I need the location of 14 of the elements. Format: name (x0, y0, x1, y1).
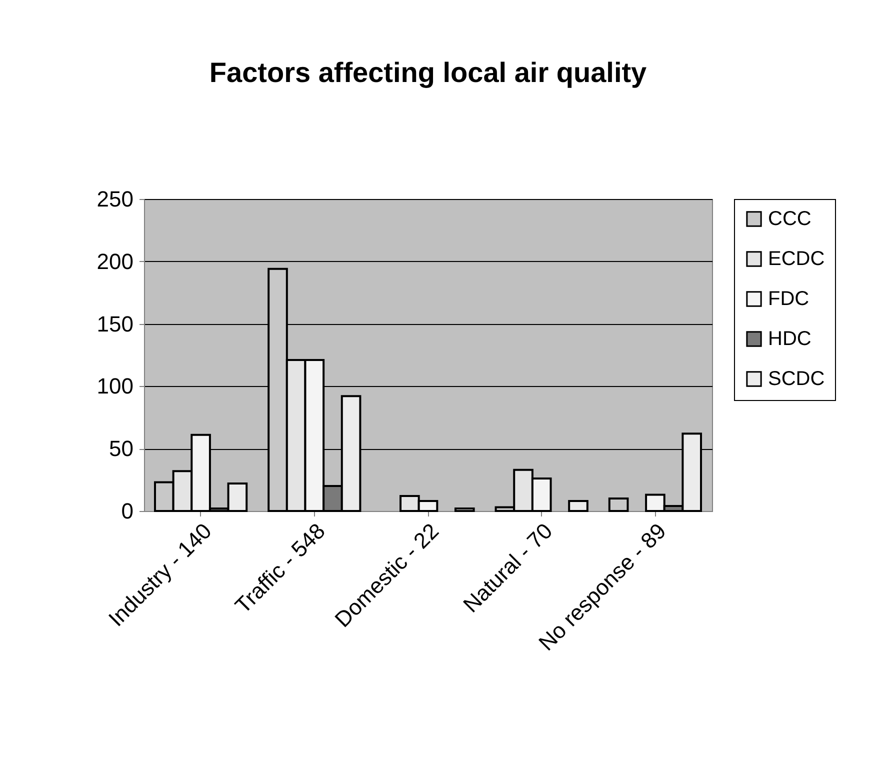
y-tick-label: 100 (96, 374, 134, 399)
bar (568, 500, 588, 512)
y-tick-label: 200 (96, 248, 134, 274)
legend-label: FDC (768, 288, 810, 310)
y-tick-label: 250 (96, 186, 134, 212)
y-tick-label: 50 (109, 436, 134, 462)
bar (454, 508, 475, 512)
legend-label: CCC (768, 208, 812, 230)
legend-label: HDC (768, 328, 812, 350)
chart-title: Factors affecting local air quality (209, 57, 648, 88)
y-tick-label: 0 (121, 498, 134, 524)
legend-label: SCDC (768, 368, 825, 390)
y-tick-label: 150 (96, 311, 134, 336)
legend-label: ECDC (768, 248, 825, 270)
